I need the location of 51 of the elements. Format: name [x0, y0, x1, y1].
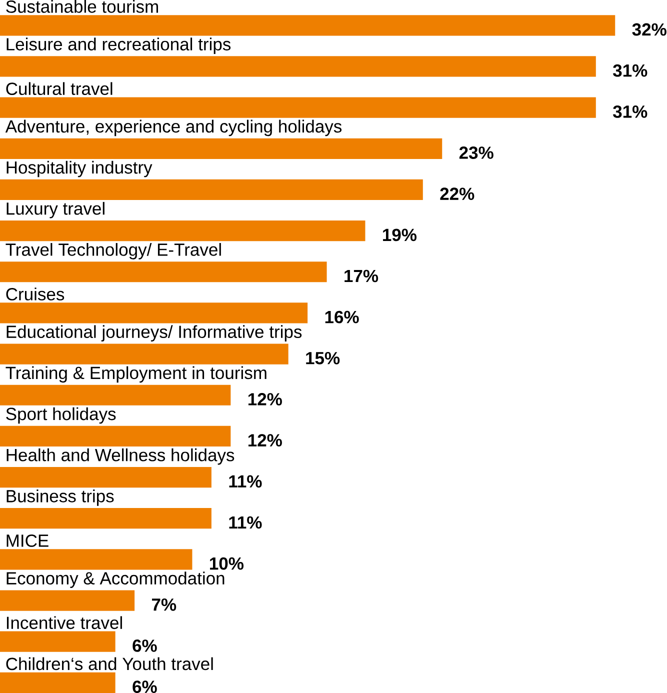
- y-tick-label: Luxury travel: [6, 202, 104, 218]
- y-tick-label: Educational journeys/ Informative trips: [6, 325, 302, 342]
- data-label: 23%: [459, 146, 494, 159]
- data-label: 10%: [210, 557, 244, 570]
- y-tick-label: Training & Employment in tourism: [6, 366, 266, 383]
- y-tick-label: Sustainable tourism: [6, 0, 158, 13]
- y-tick-label: Cultural travel: [6, 82, 112, 96]
- data-label: 22%: [440, 188, 474, 200]
- y-tick-label: Travel Technology/ E-Travel: [6, 243, 221, 260]
- bar: [0, 631, 116, 652]
- data-label: 11%: [229, 516, 262, 529]
- bar: [0, 220, 366, 242]
- data-label: 31%: [613, 105, 648, 118]
- data-label: 15%: [306, 352, 340, 364]
- y-tick-label: Children‘s and Youth travel: [6, 657, 213, 670]
- bar: [0, 426, 231, 447]
- y-tick-label: Economy & Accommodation: [6, 572, 224, 588]
- data-label: 7%: [152, 598, 176, 611]
- data-label: 6%: [132, 640, 157, 652]
- bar: [0, 344, 288, 364]
- bar: [0, 262, 327, 282]
- data-label: 31%: [613, 64, 648, 77]
- bar: [0, 138, 442, 159]
- y-tick-label: Cruises: [6, 288, 64, 300]
- bar: [0, 302, 308, 324]
- y-tick-label: Health and Wellness holidays: [6, 448, 234, 465]
- bar: [0, 466, 212, 488]
- bar: [0, 590, 135, 611]
- data-label: 12%: [248, 434, 282, 447]
- data-label: 12%: [248, 393, 282, 406]
- data-label: 17%: [344, 270, 378, 282]
- bar: [0, 97, 596, 118]
- data-label: 6%: [132, 680, 157, 693]
- y-tick-label: Business trips: [6, 490, 114, 506]
- y-tick-label: Hospitality industry: [6, 160, 152, 178]
- data-label: 19%: [383, 228, 417, 242]
- y-tick-label: MICE: [6, 534, 48, 547]
- bar: [0, 384, 231, 406]
- data-label: 16%: [325, 310, 359, 324]
- bar: [0, 672, 116, 693]
- y-tick-label: Leisure and recreational trips: [6, 38, 231, 54]
- bar: [0, 508, 212, 529]
- data-label: 11%: [229, 475, 262, 488]
- bar: [0, 56, 596, 77]
- bar: [0, 179, 423, 200]
- y-tick-label: Sport holidays: [6, 407, 116, 424]
- bar: [0, 15, 616, 36]
- y-tick-label: Incentive travel: [7, 616, 122, 630]
- bar: [0, 549, 192, 570]
- y-tick-label: Adventure, experience and cycling holidays: [5, 120, 342, 136]
- data-label: 32%: [632, 23, 666, 36]
